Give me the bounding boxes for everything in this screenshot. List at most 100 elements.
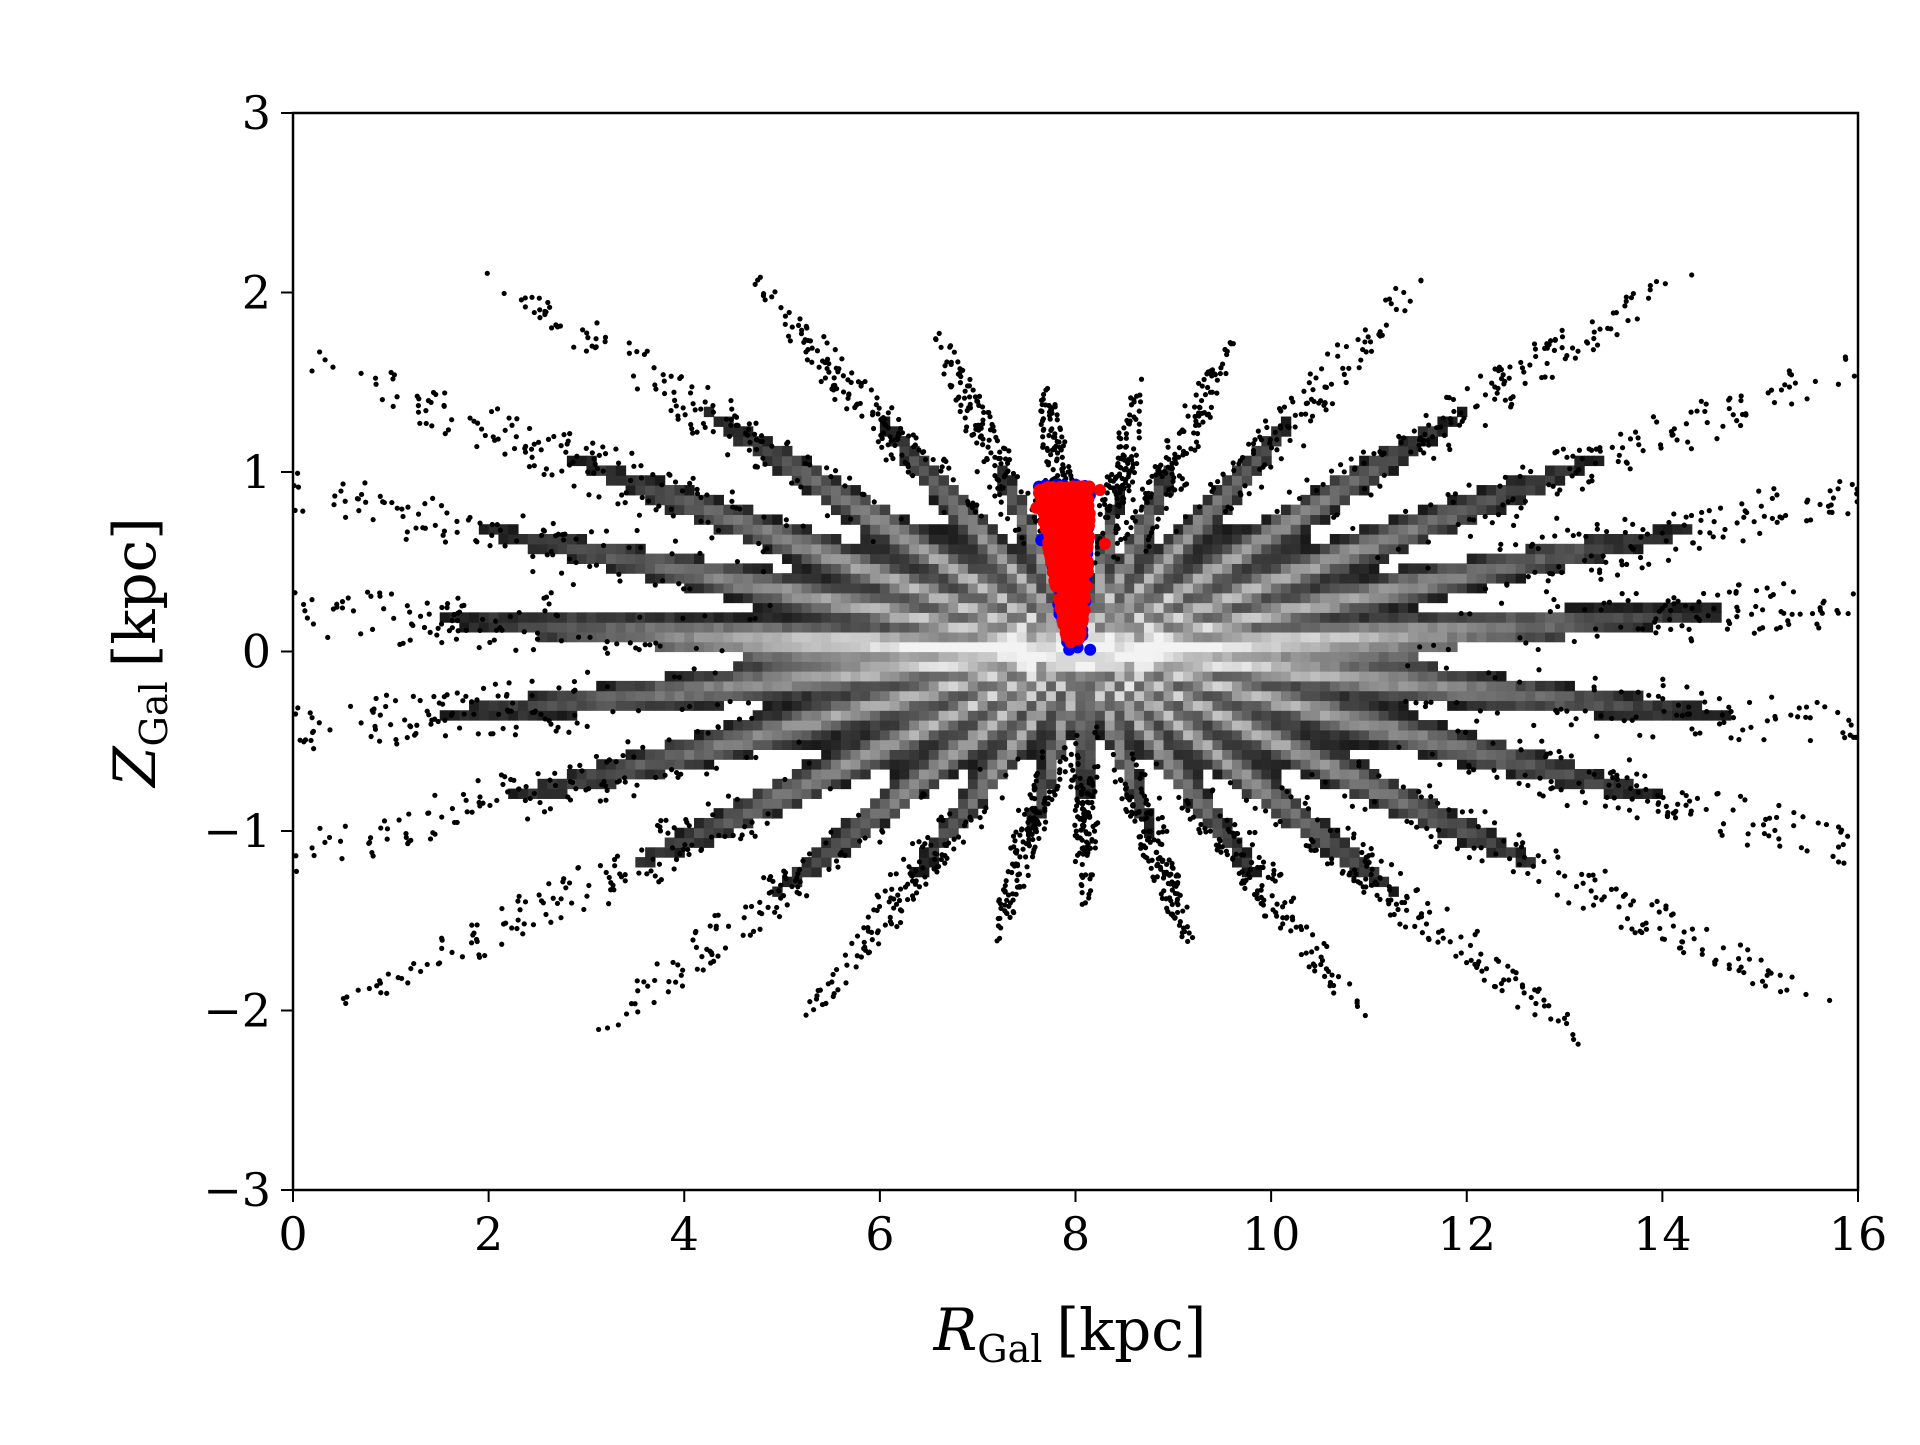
density-cell	[1476, 612, 1487, 623]
background-point	[521, 921, 527, 927]
background-point	[1748, 611, 1755, 617]
density-cell	[1241, 671, 1253, 682]
density-cell	[713, 494, 724, 506]
background-point	[1079, 861, 1085, 868]
background-point	[947, 811, 953, 817]
density-cell	[1388, 808, 1399, 819]
density-cell	[703, 759, 715, 770]
density-cell	[1261, 436, 1272, 447]
background-point	[311, 852, 317, 859]
density-cell	[1378, 876, 1390, 888]
background-point	[1377, 449, 1383, 455]
background-point	[1504, 582, 1510, 588]
density-cell	[879, 641, 891, 653]
density-cell	[1398, 641, 1409, 653]
density-cell	[1349, 573, 1360, 584]
background-point	[652, 873, 658, 879]
background-point	[1570, 453, 1576, 459]
background-point	[1683, 421, 1689, 427]
background-point	[530, 647, 537, 653]
background-point	[1782, 382, 1788, 388]
density-cell	[879, 553, 891, 564]
background-point	[1646, 561, 1652, 567]
density-cell	[1320, 504, 1331, 516]
density-cell	[517, 700, 529, 711]
density-cell	[635, 857, 646, 868]
background-point	[1042, 819, 1049, 825]
density-cell	[928, 553, 940, 564]
background-point	[1559, 345, 1565, 351]
density-cell	[1173, 553, 1184, 564]
density-cell	[870, 553, 881, 564]
density-cell	[850, 690, 861, 702]
density-cell	[1153, 563, 1165, 574]
background-point	[1298, 411, 1304, 417]
background-point	[1159, 841, 1165, 848]
background-point	[325, 634, 331, 640]
background-point	[657, 828, 664, 834]
density-cell	[1007, 729, 1018, 741]
background-point	[1133, 762, 1139, 768]
density-cell	[987, 729, 998, 741]
density-cell	[1241, 582, 1253, 594]
density-cell	[742, 641, 754, 653]
density-cell	[1232, 768, 1243, 780]
density-cell	[909, 622, 920, 633]
density-cell	[1202, 798, 1214, 809]
density-cell	[664, 553, 676, 564]
density-cell	[1368, 690, 1380, 702]
density-cell	[1525, 690, 1536, 702]
density-cell	[586, 553, 597, 564]
density-cell	[772, 808, 783, 819]
density-cell	[1359, 602, 1370, 613]
density-cell	[1466, 553, 1478, 564]
background-point	[1686, 704, 1692, 710]
density-cell	[1486, 749, 1497, 760]
density-cell	[1202, 573, 1214, 584]
density-cell	[1016, 661, 1028, 672]
density-cell	[566, 768, 578, 780]
density-cell	[1388, 465, 1399, 476]
density-cell	[1545, 553, 1556, 564]
background-point	[1362, 1012, 1368, 1019]
density-cell	[840, 543, 852, 555]
density-cell	[899, 436, 910, 447]
background-point	[1115, 513, 1121, 519]
density-cell	[1114, 494, 1126, 506]
density-cell	[1486, 847, 1497, 858]
density-cell	[1241, 739, 1253, 751]
density-cell	[1026, 651, 1037, 662]
background-point	[828, 829, 834, 835]
density-cell	[1124, 720, 1135, 731]
density-cell	[1486, 837, 1497, 848]
background-point	[613, 759, 619, 765]
density-cell	[997, 573, 1008, 584]
background-point	[381, 818, 388, 824]
density-cell	[1310, 494, 1321, 506]
background-point	[1250, 441, 1257, 447]
density-cell	[1554, 759, 1566, 770]
background-point	[514, 538, 520, 544]
background-point	[1514, 513, 1520, 519]
density-cell	[713, 631, 724, 643]
background-point	[1629, 717, 1635, 723]
background-point	[1127, 813, 1134, 819]
density-cell	[713, 671, 724, 682]
density-cell	[987, 573, 998, 584]
density-cell	[674, 739, 685, 751]
background-point	[1481, 977, 1487, 983]
density-cell	[948, 582, 959, 594]
background-point	[1362, 339, 1368, 345]
density-cell	[811, 543, 822, 555]
density-cell	[997, 768, 1008, 780]
density-cell	[498, 534, 509, 545]
density-cell	[1124, 729, 1135, 741]
density-cell	[772, 524, 783, 535]
density-cell	[1114, 582, 1126, 594]
density-cell	[1261, 641, 1272, 653]
density-cell	[801, 778, 813, 790]
density-cell	[1261, 631, 1272, 643]
density-cell	[1055, 749, 1067, 760]
density-cell	[1681, 524, 1693, 535]
density-cell	[1192, 592, 1204, 604]
